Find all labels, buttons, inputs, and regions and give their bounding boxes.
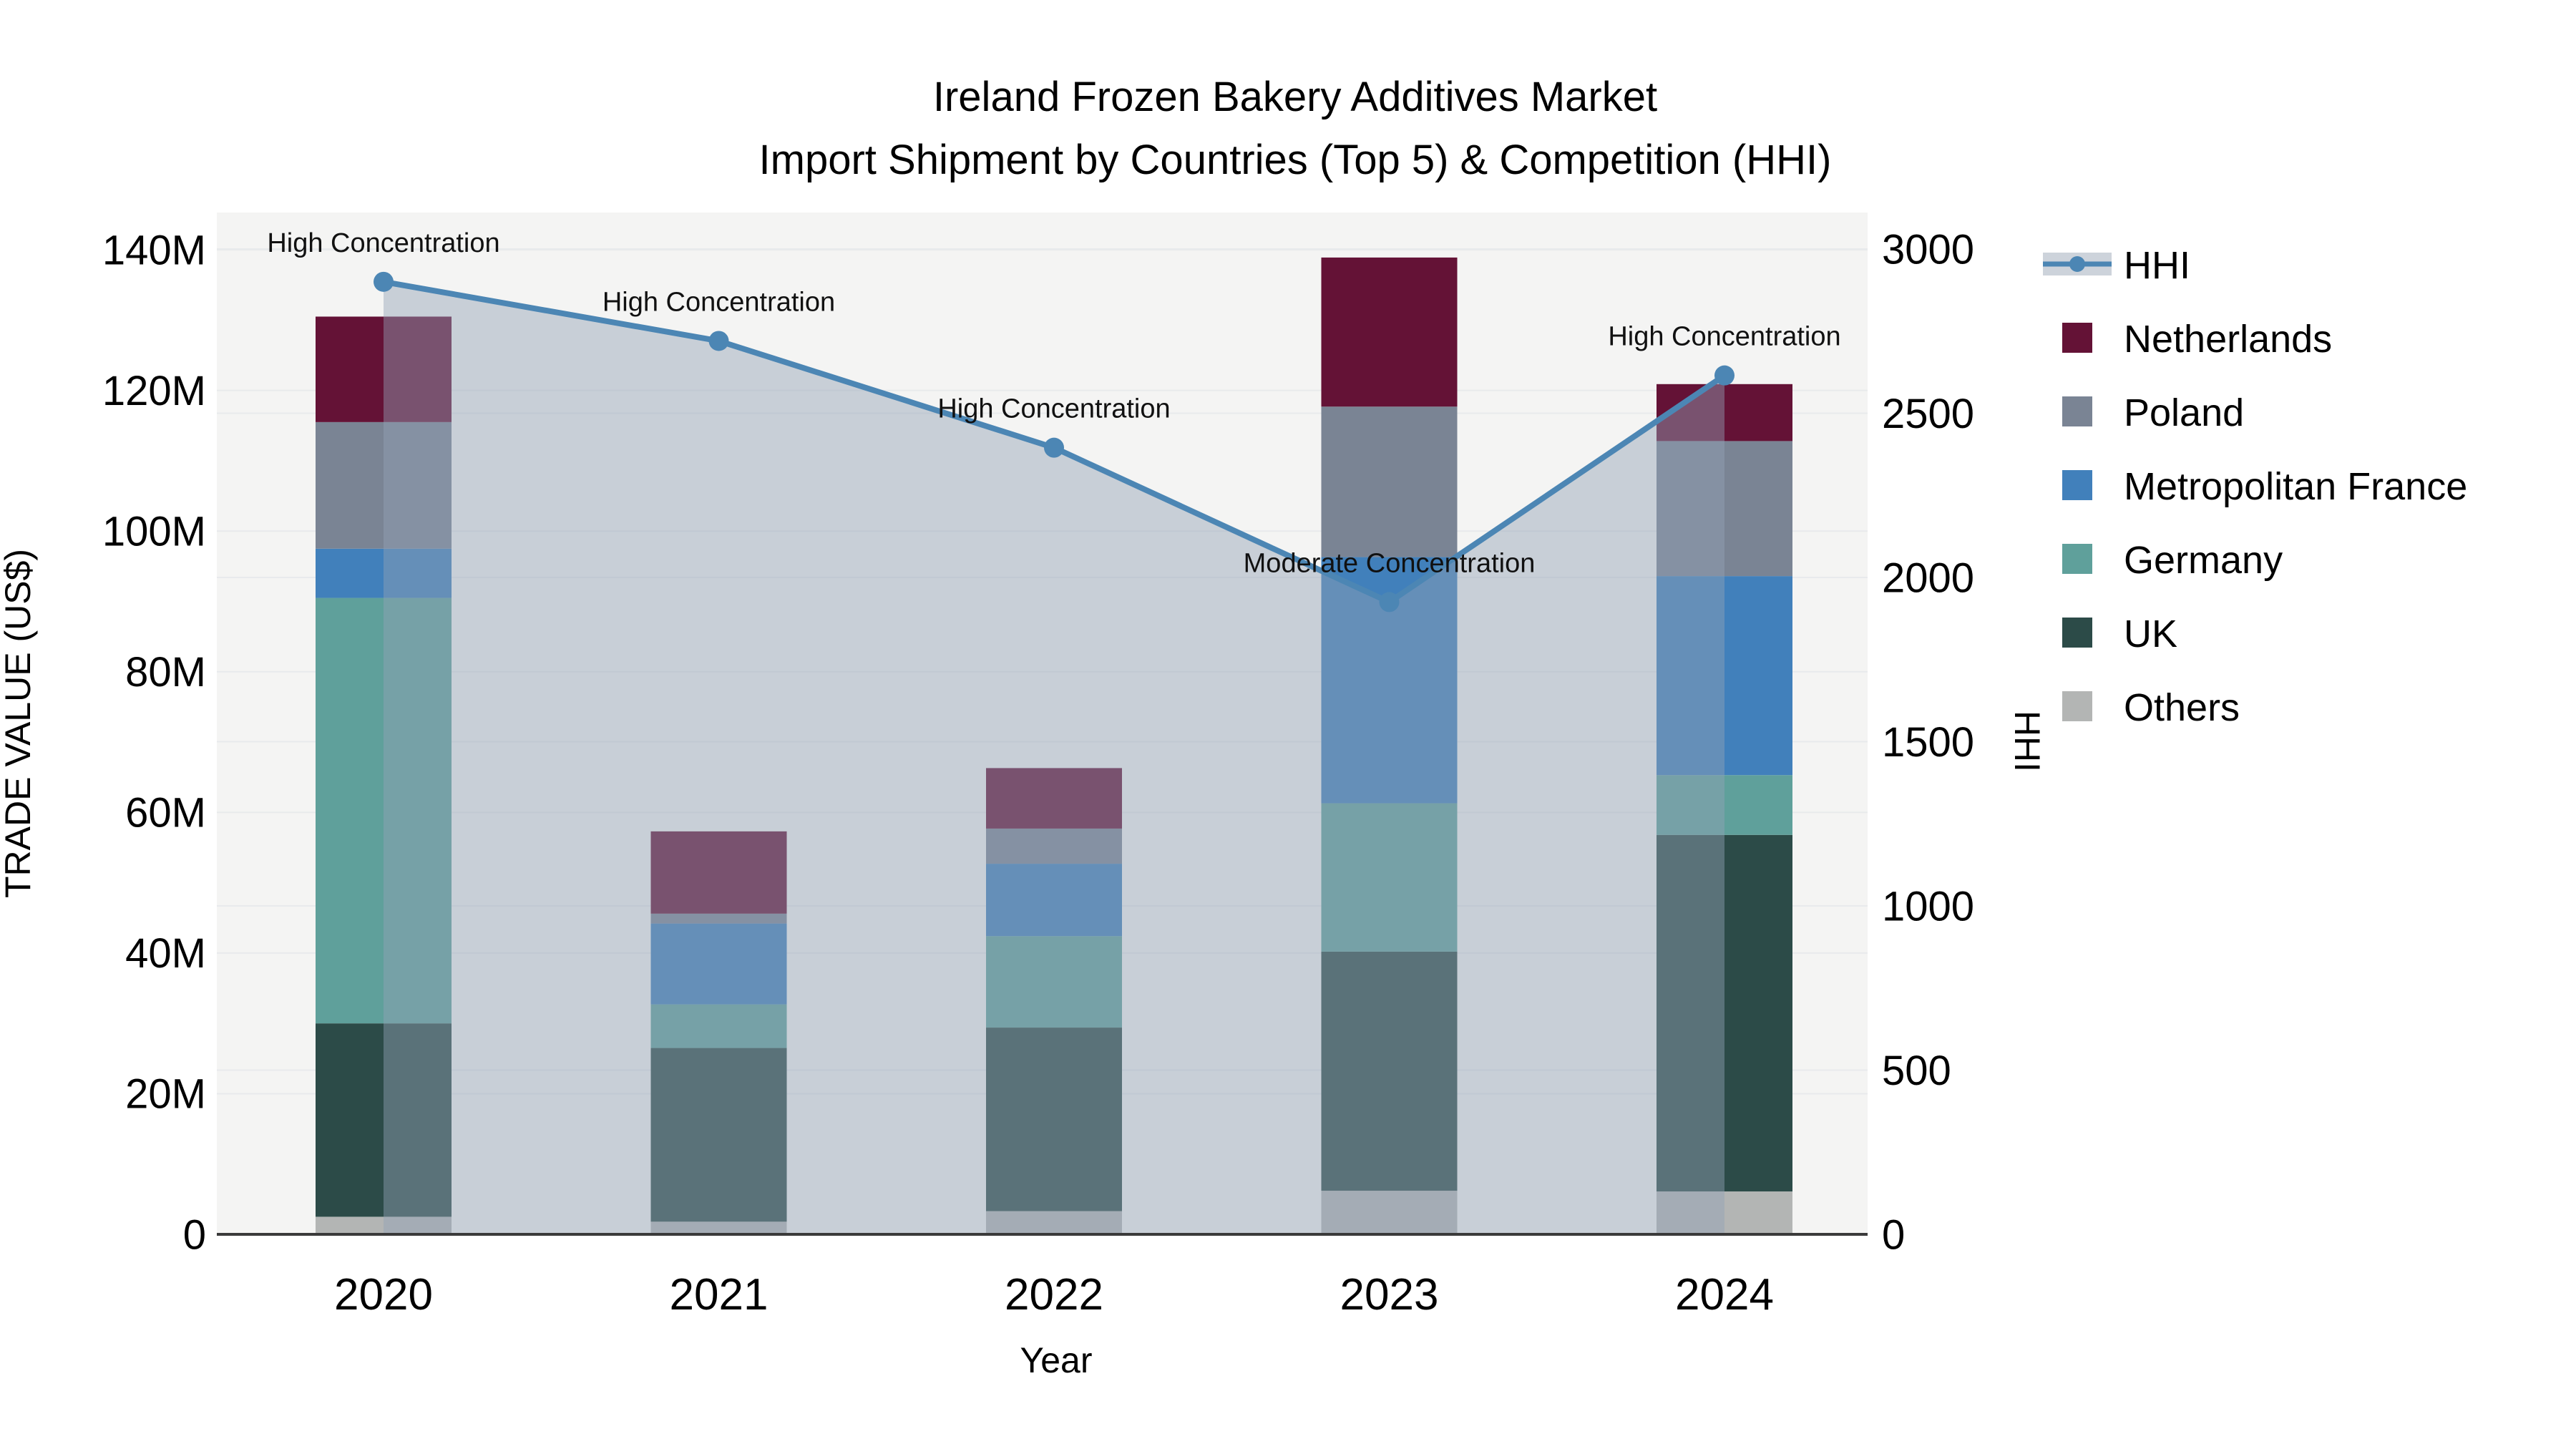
x-tick-label-2021: 2021 — [670, 1270, 769, 1319]
y-right-tick-label: 500 — [1882, 1048, 1951, 1094]
bar-segment-germany-2021 — [650, 1004, 787, 1048]
legend-item-netherlands: Netherlands — [2062, 318, 2332, 361]
annotation-2022: High Concentration — [937, 394, 1170, 424]
hhi-marker-2022 — [1044, 437, 1064, 458]
annotations-layer: High Concentration High Concentration High… — [267, 228, 1840, 579]
chart-title: Ireland Frozen Bakery Additives Market — [933, 74, 1657, 120]
y-left-tick-label: 0 — [183, 1211, 206, 1258]
bar-segment-others-2023 — [1321, 1191, 1458, 1234]
legend-swatch — [2062, 396, 2092, 426]
legend-label: Netherlands — [2124, 318, 2332, 361]
bar-segment-poland-2021 — [650, 913, 787, 924]
bar-segment-others-2024 — [1657, 1191, 1792, 1234]
bar-segment-metropolitan-france-2022 — [986, 864, 1122, 937]
y-right-tick-label: 2500 — [1882, 391, 1974, 437]
bar-segment-metropolitan-france-2021 — [650, 923, 787, 1005]
stacked-bars-layer — [316, 257, 1792, 1234]
x-tick-label-2022: 2022 — [1005, 1270, 1103, 1319]
legend-item-others: Others — [2062, 686, 2240, 729]
annotation-2021: High Concentration — [602, 287, 835, 317]
legend-swatch — [2062, 544, 2092, 574]
hhi-marker-2020 — [374, 271, 394, 292]
legend-swatch — [2062, 618, 2092, 648]
hhi-marker-2024 — [1714, 365, 1735, 386]
legend-hhi-marker — [2069, 256, 2085, 272]
legend-item-germany: Germany — [2062, 539, 2283, 582]
hhi-area-layer — [384, 281, 1724, 1235]
bar-segment-poland-2020 — [316, 421, 452, 549]
x-tick-label-2024: 2024 — [1675, 1270, 1774, 1319]
bar-segment-uk-2021 — [650, 1048, 787, 1222]
bar-segment-germany-2023 — [1321, 803, 1458, 952]
y-left-tick-label: 100M — [102, 509, 206, 555]
hhi-marker-2023 — [1379, 592, 1400, 613]
legend-swatch — [2062, 691, 2092, 721]
annotation-2020: High Concentration — [267, 228, 499, 258]
y-right-tick-label: 1000 — [1882, 883, 1974, 930]
bar-segment-poland-2024 — [1657, 441, 1792, 577]
legend-item-uk: UK — [2062, 613, 2177, 655]
legend-swatch — [2062, 323, 2092, 353]
bar-segment-uk-2023 — [1321, 951, 1458, 1191]
bar-segment-netherlands-2020 — [316, 316, 452, 422]
bar-segment-uk-2024 — [1657, 834, 1792, 1192]
y-right-tick-label: 3000 — [1882, 226, 1974, 273]
chart-subtitle: Import Shipment by Countries (Top 5) & C… — [759, 137, 1832, 183]
x-tick-label-2020: 2020 — [334, 1270, 433, 1319]
bar-segment-netherlands-2022 — [986, 768, 1122, 829]
bar-segment-germany-2020 — [316, 597, 452, 1024]
x-tick-label-2023: 2023 — [1340, 1270, 1439, 1319]
y-left-tick-label: 140M — [102, 227, 206, 273]
legend-swatch — [2062, 470, 2092, 500]
y-left-tick-label: 120M — [102, 368, 206, 414]
legend-item-metropolitan-france: Metropolitan France — [2062, 465, 2467, 508]
bar-segment-germany-2022 — [986, 936, 1122, 1028]
y-axis-right-title: HHI — [2007, 711, 2047, 772]
bar-segment-netherlands-2021 — [650, 831, 787, 914]
legend-item-poland: Poland — [2062, 391, 2244, 434]
bar-segment-netherlands-2023 — [1321, 257, 1458, 407]
legend-label: UK — [2124, 613, 2177, 655]
bar-segment-others-2020 — [316, 1216, 452, 1234]
y-right-tick-label: 0 — [1882, 1211, 1905, 1258]
bar-segment-germany-2024 — [1657, 775, 1792, 835]
x-axis-title: Year — [1020, 1340, 1092, 1380]
legend-item-hhi: HHI — [2043, 244, 2190, 287]
y-left-tick-label: 80M — [125, 649, 206, 696]
annotation-2024: High Concentration — [1608, 322, 1840, 352]
bar-segment-netherlands-2024 — [1657, 384, 1792, 441]
bar-segment-metropolitan-france-2020 — [316, 548, 452, 598]
hhi-area-fill — [384, 281, 1724, 1235]
bar-segment-metropolitan-france-2024 — [1657, 576, 1792, 776]
bar-segment-others-2022 — [986, 1211, 1122, 1234]
bar-segment-poland-2023 — [1321, 406, 1458, 557]
y-left-tick-label: 20M — [125, 1071, 206, 1118]
y-right-tick-label: 1500 — [1882, 719, 1974, 766]
legend-label: HHI — [2124, 244, 2190, 287]
axes-layer: 0 20M 40M 60M 80M 100M 120M 140M 0 500 1000 1500 200… — [102, 226, 1974, 1319]
legend-label: Others — [2124, 686, 2240, 729]
bar-segment-poland-2022 — [986, 828, 1122, 864]
hhi-marker-2021 — [708, 331, 729, 351]
hhi-line-layer — [374, 271, 1735, 613]
annotation-2023: Moderate Concentration — [1244, 548, 1536, 578]
y-axis-left-title: TRADE VALUE (US$) — [0, 549, 38, 898]
bar-segment-uk-2020 — [316, 1023, 452, 1217]
legend-label: Germany — [2124, 539, 2283, 582]
bar-segment-others-2021 — [650, 1221, 787, 1234]
y-left-tick-label: 40M — [125, 930, 206, 977]
legend: HHI Netherlands Poland Metropolitan France G… — [2043, 244, 2467, 729]
legend-label: Poland — [2124, 391, 2244, 434]
legend-label: Metropolitan France — [2124, 465, 2467, 508]
y-right-tick-label: 2000 — [1882, 555, 1974, 601]
bar-segment-uk-2022 — [986, 1028, 1122, 1211]
y-left-tick-label: 60M — [125, 790, 206, 836]
